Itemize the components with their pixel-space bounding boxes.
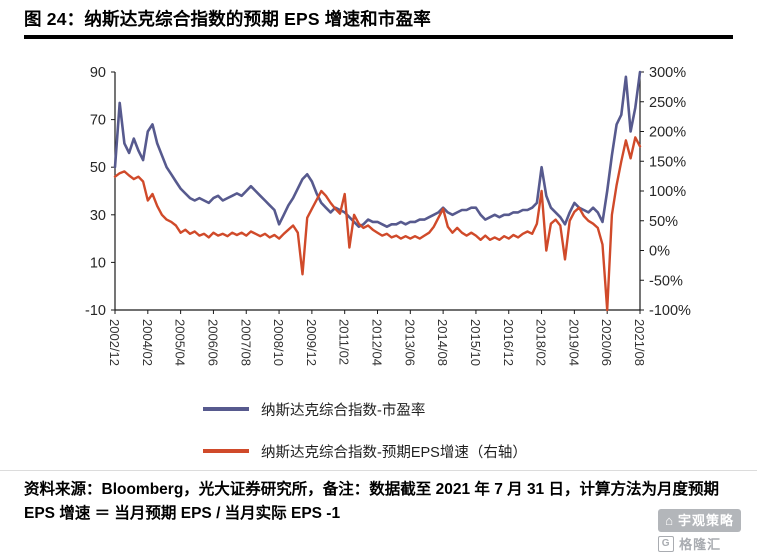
chart-legend: 纳斯达克综合指数-市盈率 纳斯达克综合指数-预期EPS增速（右轴） — [203, 400, 527, 484]
svg-text:50%: 50% — [649, 214, 678, 230]
svg-text:-50%: -50% — [649, 273, 683, 289]
svg-text:250%: 250% — [649, 95, 686, 111]
svg-text:10: 10 — [90, 255, 106, 271]
svg-text:50: 50 — [90, 160, 106, 176]
svg-text:200%: 200% — [649, 125, 686, 141]
svg-text:-100%: -100% — [649, 303, 691, 319]
eps-growth-legend-label: 纳斯达克综合指数-预期EPS增速（右轴） — [261, 444, 527, 461]
svg-text:2008/10: 2008/10 — [271, 319, 286, 366]
svg-text:2012/04: 2012/04 — [370, 319, 385, 366]
svg-text:70: 70 — [90, 113, 106, 129]
svg-text:2013/06: 2013/06 — [402, 319, 417, 366]
svg-text:2005/04: 2005/04 — [173, 319, 188, 366]
svg-text:2018/02: 2018/02 — [534, 319, 549, 366]
legend-item-eps-growth: 纳斯达克综合指数-预期EPS增速（右轴） — [203, 442, 527, 461]
chart-area: 90 70 50 30 10 -10 300% 250% 200% 150% 100% 50% 0% -5… — [0, 40, 757, 390]
watermark-brand-pill: ⌂ 宇观策略 — [658, 508, 741, 532]
svg-text:30: 30 — [90, 208, 106, 224]
watermark-brand1-label: 宇观策略 — [677, 512, 734, 528]
svg-text:2011/02: 2011/02 — [337, 319, 352, 365]
watermark: ⌂ 宇观策略 G 格隆汇 — [658, 508, 741, 555]
legend-item-pe-ratio: 纳斯达克综合指数-市盈率 — [203, 400, 527, 419]
svg-text:2014/08: 2014/08 — [435, 319, 450, 366]
watermark-brand2-label: 格隆汇 — [679, 536, 722, 552]
svg-text:0%: 0% — [649, 244, 670, 260]
svg-text:2021/08: 2021/08 — [632, 319, 647, 366]
pe-ratio-legend-label: 纳斯达克综合指数-市盈率 — [261, 402, 426, 419]
figure-title: 图 24：纳斯达克综合指数的预期 EPS 增速和市盈率 — [24, 9, 431, 29]
source-note: 资料来源：Bloomberg，光大证券研究所，备注：数据截至 2021 年 7 … — [24, 481, 719, 523]
svg-text:-10: -10 — [85, 303, 106, 319]
svg-text:2019/04: 2019/04 — [566, 319, 581, 366]
house-icon: ⌂ — [665, 512, 674, 528]
gelonghui-logo-icon: G — [658, 536, 675, 553]
svg-text:300%: 300% — [649, 65, 686, 81]
svg-text:2020/06: 2020/06 — [599, 319, 614, 366]
chart-svg: 90 70 50 30 10 -10 300% 250% 200% 150% 100% 50% 0% -5… — [85, 65, 691, 366]
title-underline — [24, 35, 733, 39]
svg-text:100%: 100% — [649, 184, 686, 200]
svg-text:2015/10: 2015/10 — [468, 319, 483, 366]
footer-divider — [0, 470, 757, 471]
svg-text:150%: 150% — [649, 154, 686, 170]
svg-text:2007/08: 2007/08 — [238, 319, 253, 366]
eps-growth-line-swatch — [203, 449, 249, 453]
svg-text:2006/06: 2006/06 — [205, 319, 220, 366]
svg-text:90: 90 — [90, 65, 106, 81]
svg-text:2016/12: 2016/12 — [501, 319, 516, 366]
svg-text:2009/12: 2009/12 — [304, 319, 319, 366]
svg-text:2004/02: 2004/02 — [140, 319, 155, 366]
svg-text:2002/12: 2002/12 — [107, 319, 122, 366]
pe-ratio-line-swatch — [203, 407, 249, 411]
